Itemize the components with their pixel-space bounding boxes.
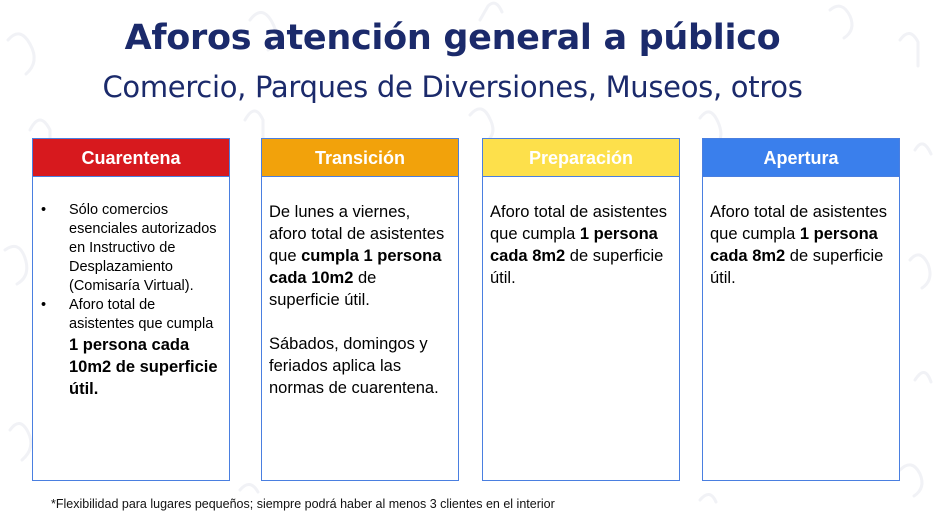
text-bold: 1 persona cada 8m2 [490,225,658,265]
card-body-cuarentena: Sólo comercios esenciales autorizados en… [33,177,229,400]
card-preparacion: Preparación Aforo total de asistentes qu… [482,138,680,481]
text-regular: De lunes a viernes, aforo total de asist… [269,203,445,265]
card-transicion: Transición De lunes a viernes, aforo tot… [261,138,459,481]
bullet-text: Sólo comercios esenciales autorizados en… [69,202,217,294]
card-body-preparacion: Aforo total de asistentes que cumpla 1 p… [483,177,679,289]
text-regular: Aforo total de asistentes que cumpla [710,203,888,243]
text-bold: cumpla 1 persona cada 10m2 [269,247,442,287]
card-extra-text: Sábados, domingos y feriados aplica las … [269,335,439,397]
text-bold: 1 persona cada 8m2 [710,225,878,265]
bullet-list: Sólo comercios esenciales autorizados en… [40,201,221,400]
page-subtitle: Comercio, Parques de Diversiones, Museos… [102,70,803,104]
card-header-transicion: Transición [262,139,458,177]
text-regular: de superficie útil. [710,247,884,287]
bullet-bold-text: 1 persona cada 10m2 de superficie útil. [69,336,218,398]
bullet-text: Aforo total de asistentes que cumpla [69,297,214,332]
card-text: De lunes a viernes, aforo total de asist… [269,201,450,311]
card-body-apertura: Aforo total de asistentes que cumpla 1 p… [703,177,899,289]
page-title: Aforos atención general a público [124,18,781,58]
card-cuarentena: Cuarentena Sólo comercios esenciales aut… [32,138,230,481]
card-apertura: Apertura Aforo total de asistentes que c… [702,138,900,481]
card-text: Aforo total de asistentes que cumpla 1 p… [490,201,671,289]
bullet-item: Aforo total de asistentes que cumpla 1 p… [38,296,221,400]
text-regular: Aforo total de asistentes que cumpla [490,203,668,243]
card-body-transicion: De lunes a viernes, aforo total de asist… [262,177,458,399]
card-header-preparacion: Preparación [483,139,679,177]
card-header-apertura: Apertura [703,139,899,177]
card-text: Aforo total de asistentes que cumpla 1 p… [710,201,891,289]
text-regular: de superficie útil. [490,247,664,287]
text-regular: de superficie útil. [269,269,377,309]
footnote: *Flexibilidad para lugares pequeños; sie… [51,497,555,511]
bullet-item: Sólo comercios esenciales autorizados en… [38,201,221,296]
card-header-cuarentena: Cuarentena [33,139,229,177]
